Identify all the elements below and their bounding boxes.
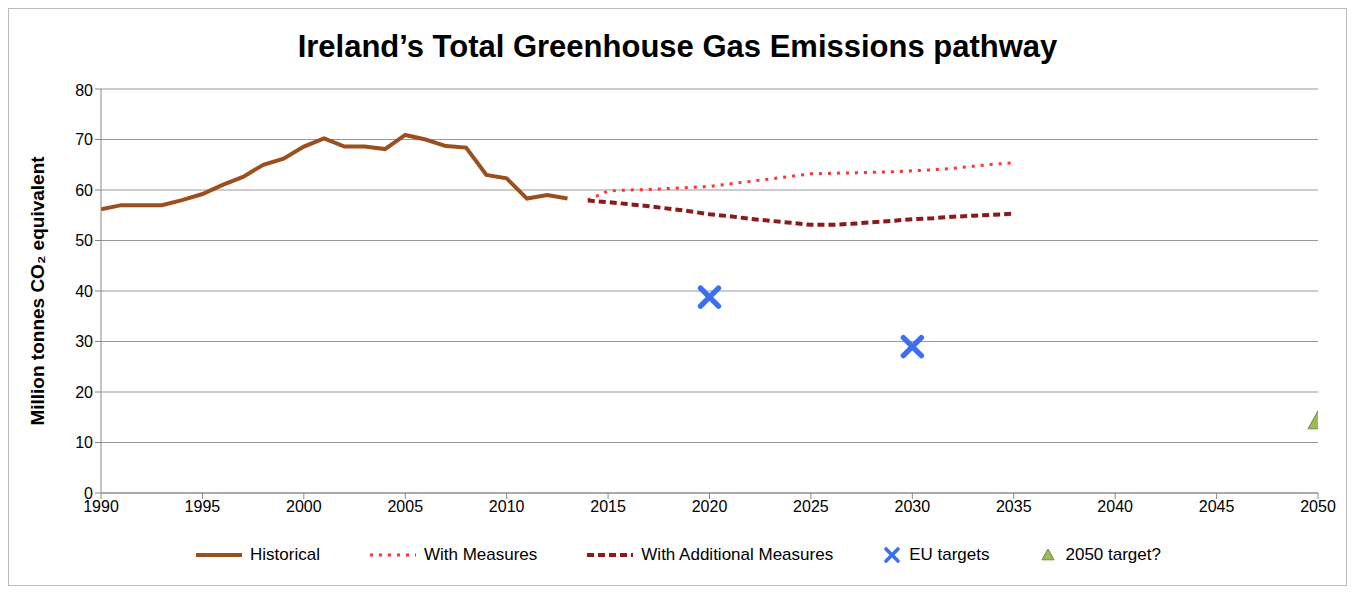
svg-text:2025: 2025 xyxy=(793,498,829,515)
svg-text:2015: 2015 xyxy=(590,498,626,515)
svg-text:20: 20 xyxy=(75,384,93,401)
svg-text:0: 0 xyxy=(84,485,93,502)
svg-text:10: 10 xyxy=(75,434,93,451)
svg-text:2050: 2050 xyxy=(1300,498,1336,515)
svg-text:Million tonnes CO₂ equivalent: Million tonnes CO₂ equivalent xyxy=(27,156,48,426)
svg-text:2045: 2045 xyxy=(1199,498,1235,515)
svg-text:2000: 2000 xyxy=(286,498,322,515)
html-text:EU targets: EU targets xyxy=(909,545,990,564)
svg-text:2040: 2040 xyxy=(1097,498,1133,515)
html-text:Ireland’s Total Greenhouse Gas: Ireland’s Total Greenhouse Gas Emissions… xyxy=(297,29,1058,64)
svg-text:30: 30 xyxy=(75,333,93,350)
html-text:With Additional Measures: With Additional Measures xyxy=(641,545,834,564)
html-text:Historical: Historical xyxy=(250,545,320,564)
svg-text:2020: 2020 xyxy=(692,498,728,515)
svg-text:40: 40 xyxy=(75,283,93,300)
svg-text:80: 80 xyxy=(75,82,93,99)
svg-text:1990: 1990 xyxy=(83,498,119,516)
svg-text:2035: 2035 xyxy=(996,498,1032,515)
html-text:With Measures: With Measures xyxy=(424,545,538,564)
svg-text:50: 50 xyxy=(75,232,93,249)
svg-text:2005: 2005 xyxy=(387,498,423,515)
html-text:2050 target?: 2050 target? xyxy=(1065,545,1161,564)
svg-text:2010: 2010 xyxy=(489,498,525,515)
svg-text:70: 70 xyxy=(75,131,93,148)
svg-text:2030: 2030 xyxy=(895,498,931,515)
svg-text:60: 60 xyxy=(75,182,93,199)
svg-text:1995: 1995 xyxy=(185,498,221,515)
